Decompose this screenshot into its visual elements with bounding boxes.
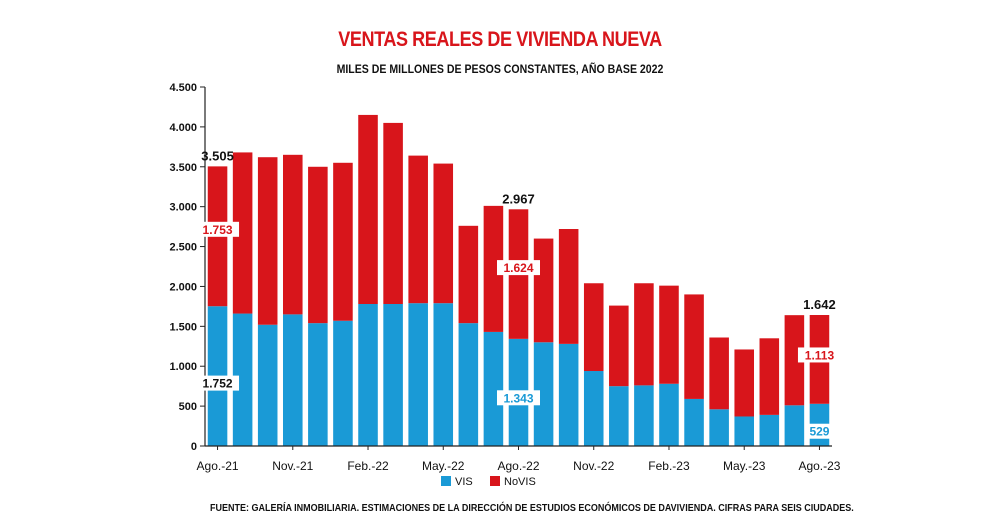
data-label-box [196,221,240,237]
x-tick-label: Nov.-22 [573,459,614,473]
data-label-box [497,260,540,276]
bar-vis [308,323,328,446]
bar-vis [759,414,780,446]
bar-vis [408,303,428,446]
bar-novis [383,122,403,304]
bar-novis [483,205,504,332]
novis-value-label: 1.113 [805,348,835,362]
y-tick-label: 0 [191,441,197,453]
bar-vis [684,398,704,446]
bar-vis [333,320,353,446]
bar-vis [433,303,454,446]
bar-novis [257,157,278,325]
bar-vis [533,342,554,446]
bar-novis [609,305,629,387]
bar-novis [408,155,428,304]
x-tick-label: Feb.-23 [648,459,690,473]
x-tick-label: Nov.-21 [272,459,313,473]
data-label-box [804,423,834,439]
legend-swatch-vis [441,476,451,486]
bar-novis [232,152,253,314]
chart-title: VENTAS REALES DE VIVIENDA NUEVA [338,28,662,51]
y-tick-label: 1.500 [169,321,197,333]
bar-novis [558,229,579,344]
x-tick-label: Ago.-22 [497,459,539,473]
bar-novis [458,225,479,324]
bar-vis [458,323,479,446]
bar-vis [659,383,679,446]
vis-value-label: 1.343 [503,391,533,405]
bar-vis [583,371,604,446]
bar-novis [634,283,654,386]
vis-value-label: 529 [809,425,829,439]
novis-value-label: 1.753 [203,223,233,237]
y-tick-label: 2.500 [169,242,197,254]
bar-novis [282,154,303,315]
bar-vis [784,405,805,446]
bar-novis [734,349,755,417]
bar-novis [784,315,805,406]
data-label-box [797,347,841,363]
y-tick-label: 1.000 [169,361,197,373]
x-tick-label: Ago.-21 [197,459,239,473]
bar-vis [257,324,278,446]
y-tick-label: 3.500 [169,162,197,174]
bar-novis [659,285,679,384]
data-label-box [497,390,540,406]
x-tick-label: May.-23 [723,459,766,473]
x-tick-label: Feb.-22 [347,459,389,473]
bar-vis [609,386,629,446]
bar-novis [583,283,604,372]
bar-vis [383,303,403,446]
bar-vis [634,385,654,446]
bar-vis [282,314,303,446]
bar-novis [333,162,353,321]
bar-novis [308,166,328,324]
novis-value-label: 1.624 [503,261,533,275]
y-tick-label: 500 [179,401,197,413]
legend-label-vis: VIS [455,476,473,488]
bar-novis [759,338,780,415]
total-label: 1.642 [803,297,836,312]
bar-novis [709,337,729,410]
total-label: 3.505 [201,148,234,163]
chart-subtitle: MILES DE MILLONES DE PESOS CONSTANTES, A… [336,62,664,76]
y-tick-label: 2.000 [169,281,197,293]
bar-novis [433,163,454,304]
bar-novis [684,294,704,399]
bar-vis [232,313,253,446]
y-tick-label: 3.000 [169,202,197,214]
bar-vis [558,343,579,446]
legend-label-novis: NoVIS [504,476,536,488]
bar-novis [358,114,378,304]
bar-vis [483,331,504,446]
bar-vis [709,409,729,446]
vis-value-label: 1.752 [203,377,233,391]
legend-swatch-novis [490,476,500,486]
x-tick-label: May.-22 [422,459,465,473]
source-note: FUENTE: GALERÍA INMOBILIARIA. ESTIMACION… [210,503,854,514]
bar-vis [358,303,378,446]
total-label: 2.967 [502,191,535,206]
data-label-box [196,375,240,391]
bar-vis [734,416,755,446]
y-tick-label: 4.000 [169,122,197,134]
y-tick-label: 4.500 [169,82,197,94]
bar-novis [533,238,554,343]
x-tick-label: Ago.-23 [798,459,840,473]
